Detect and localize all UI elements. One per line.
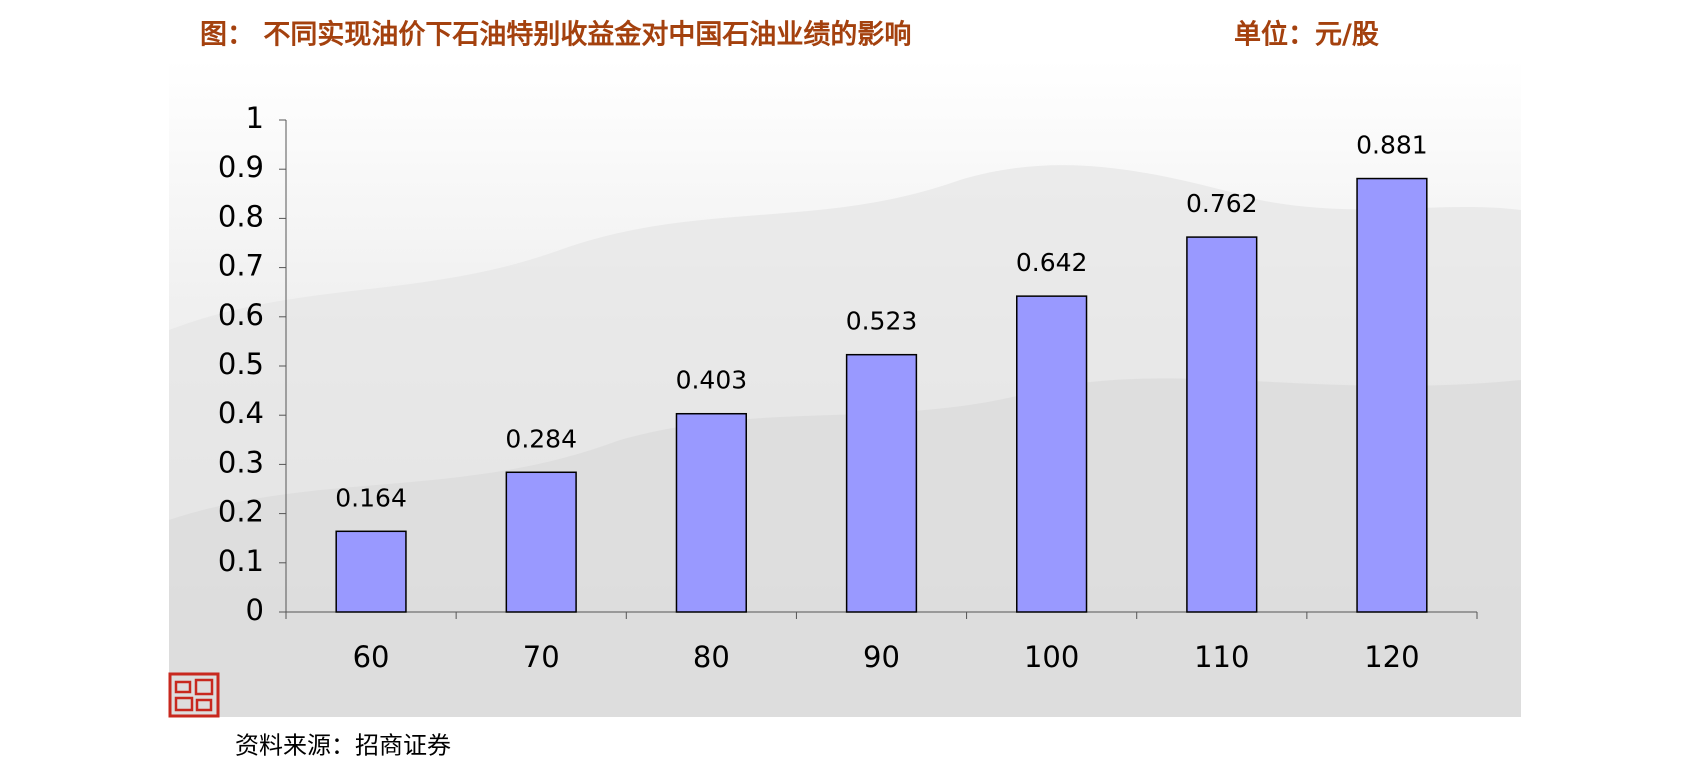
y-tick-label: 0.2 [218,495,264,529]
y-tick-label: 0.7 [218,249,264,283]
x-tick-label: 70 [523,640,560,674]
bar [505,471,577,613]
x-tick-label: 100 [1024,640,1079,674]
y-tick-label: 0.1 [218,544,264,578]
x-tick-label: 90 [863,640,900,674]
x-tick-label: 80 [693,640,730,674]
stamp [168,672,220,718]
bar [1016,295,1088,613]
y-tick-label: 0.9 [218,150,264,184]
x-tick-label: 60 [353,640,390,674]
y-tick-label: 0.5 [218,347,264,381]
x-tick-label: 120 [1364,640,1419,674]
value-label: 0.642 [1016,248,1088,277]
mountain-layer [169,378,1521,717]
value-label: 0.284 [505,424,577,453]
y-tick-label: 0.8 [218,199,264,233]
value-label: 0.523 [846,307,918,336]
y-tick-label: 0 [246,593,264,627]
bar [1356,177,1428,613]
y-tick-label: 0.6 [218,298,264,332]
stamp-border [168,672,220,718]
y-tick-label: 1 [246,101,264,135]
value-label: 0.762 [1186,189,1258,218]
stamp-glyphs [174,678,214,712]
bar [335,530,407,613]
unit-label: 单位：元/股 [1234,19,1379,51]
value-label: 0.403 [676,366,748,395]
y-tick-label: 0.3 [218,445,264,479]
bar [675,412,747,613]
value-label: 0.164 [335,483,407,512]
chart-title: 图： 不同实现油价下石油特别收益金对中国石油业绩的影响 [200,19,911,51]
x-tick-label: 110 [1194,640,1249,674]
bar [1186,236,1258,613]
source-note: 资料来源：招商证券 [235,732,451,760]
value-label: 0.881 [1356,131,1428,160]
y-tick-label: 0.4 [218,396,264,430]
bar [845,353,918,613]
